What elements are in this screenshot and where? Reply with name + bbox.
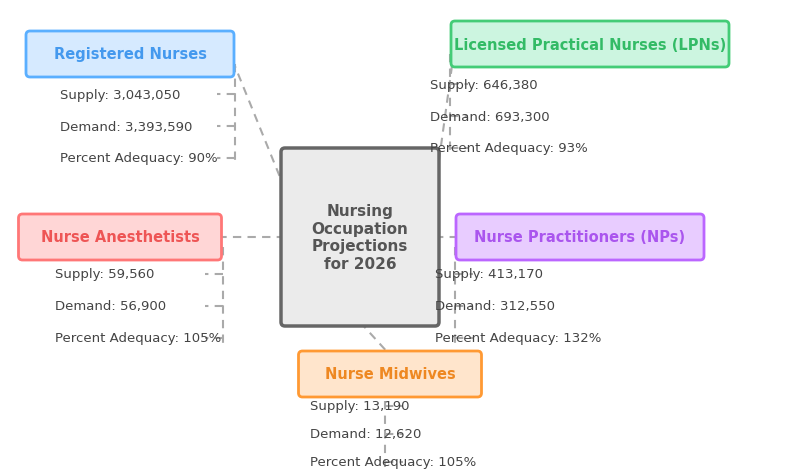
Text: Nurse Practitioners (NPs): Nurse Practitioners (NPs) [474, 230, 686, 245]
FancyBboxPatch shape [18, 215, 222, 260]
Text: Registered Nurses: Registered Nurses [54, 48, 206, 62]
Text: Nurse Midwives: Nurse Midwives [325, 367, 455, 382]
Text: Demand: 693,300: Demand: 693,300 [430, 110, 550, 123]
Text: Supply: 3,043,050: Supply: 3,043,050 [60, 89, 180, 101]
Text: Percent Adequacy: 90%: Percent Adequacy: 90% [60, 152, 218, 165]
Text: Percent Adequacy: 105%: Percent Adequacy: 105% [310, 456, 476, 468]
Text: Percent Adequacy: 105%: Percent Adequacy: 105% [55, 332, 222, 345]
Text: Supply: 646,380: Supply: 646,380 [430, 79, 538, 91]
FancyBboxPatch shape [456, 215, 704, 260]
Text: Percent Adequacy: 93%: Percent Adequacy: 93% [430, 142, 588, 155]
Text: Demand: 312,550: Demand: 312,550 [435, 300, 555, 313]
Text: Nurse Anesthetists: Nurse Anesthetists [41, 230, 199, 245]
FancyBboxPatch shape [281, 149, 439, 327]
Text: Demand: 3,393,590: Demand: 3,393,590 [60, 120, 192, 133]
FancyBboxPatch shape [26, 32, 234, 78]
Text: Supply: 59,560: Supply: 59,560 [55, 268, 154, 281]
FancyBboxPatch shape [451, 22, 729, 68]
Text: Nursing
Occupation
Projections
for 2026: Nursing Occupation Projections for 2026 [311, 204, 409, 271]
Text: Demand: 12,620: Demand: 12,620 [310, 427, 422, 441]
Text: Demand: 56,900: Demand: 56,900 [55, 300, 166, 313]
Text: Licensed Practical Nurses (LPNs): Licensed Practical Nurses (LPNs) [454, 38, 726, 52]
FancyBboxPatch shape [298, 351, 482, 397]
Text: Supply: 13,190: Supply: 13,190 [310, 400, 410, 413]
Text: Percent Adequacy: 132%: Percent Adequacy: 132% [435, 332, 602, 345]
Text: Supply: 413,170: Supply: 413,170 [435, 268, 543, 281]
